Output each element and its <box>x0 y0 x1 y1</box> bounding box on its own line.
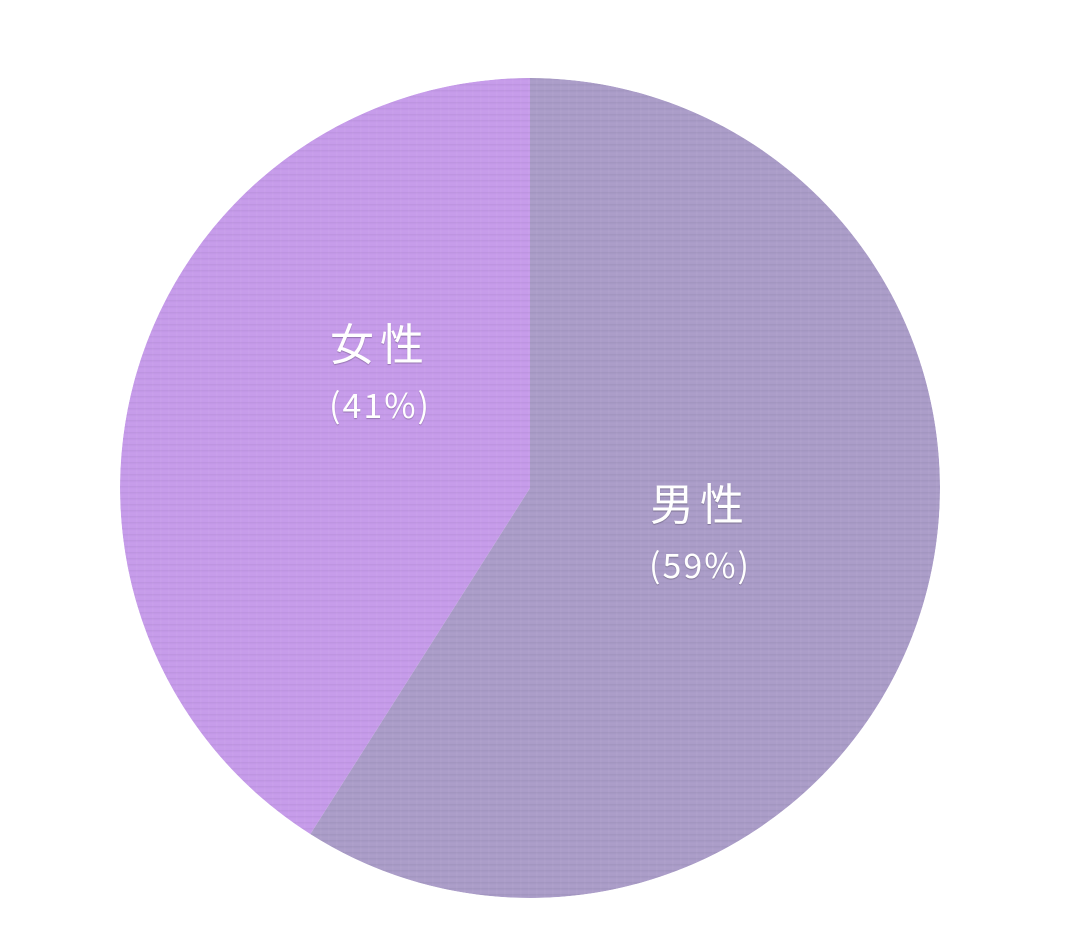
pie-chart: 男性 (59%) 女性 (41%) <box>0 0 1065 946</box>
pie-slice-label-0: 男性 (59%) <box>649 469 751 588</box>
slice-percent: (41%) <box>329 379 431 428</box>
pie-chart-container: 男性 (59%) 女性 (41%) <box>0 0 1065 946</box>
slice-name: 男性 <box>650 469 750 533</box>
slice-name: 女性 <box>330 309 430 373</box>
slice-percent: (59%) <box>649 539 751 588</box>
pie-slice-label-1: 女性 (41%) <box>329 309 431 428</box>
pie-texture-overlay <box>120 78 940 898</box>
